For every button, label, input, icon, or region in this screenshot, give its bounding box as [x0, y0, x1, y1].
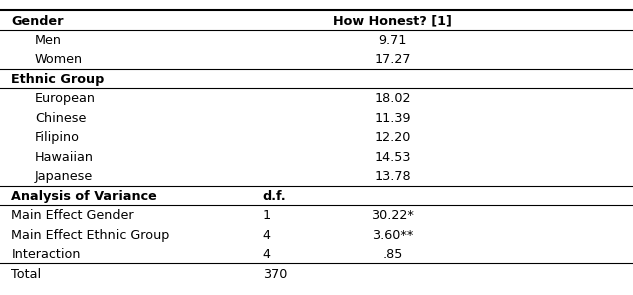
- Text: 1: 1: [263, 209, 271, 222]
- Text: Women: Women: [35, 53, 83, 66]
- Text: 13.78: 13.78: [374, 170, 411, 183]
- Text: 3.60**: 3.60**: [372, 229, 413, 242]
- Text: Total: Total: [11, 268, 42, 281]
- Text: Main Effect Gender: Main Effect Gender: [11, 209, 134, 222]
- Text: How Honest? [1]: How Honest? [1]: [333, 14, 452, 27]
- Text: Ethnic Group: Ethnic Group: [11, 73, 105, 86]
- Text: 11.39: 11.39: [374, 112, 411, 125]
- Text: 4: 4: [263, 229, 271, 242]
- Text: Gender: Gender: [11, 14, 64, 27]
- Text: 30.22*: 30.22*: [371, 209, 414, 222]
- Text: Men: Men: [35, 34, 62, 47]
- Text: 18.02: 18.02: [374, 92, 411, 105]
- Text: Japanese: Japanese: [35, 170, 93, 183]
- Text: Filipino: Filipino: [35, 131, 80, 144]
- Text: 370: 370: [263, 268, 287, 281]
- Text: 12.20: 12.20: [374, 131, 411, 144]
- Text: European: European: [35, 92, 96, 105]
- Text: Hawaiian: Hawaiian: [35, 151, 94, 164]
- Text: 17.27: 17.27: [374, 53, 411, 66]
- Text: Analysis of Variance: Analysis of Variance: [11, 190, 157, 203]
- Text: .85: .85: [382, 248, 403, 261]
- Text: Interaction: Interaction: [11, 248, 81, 261]
- Text: 9.71: 9.71: [379, 34, 406, 47]
- Text: Chinese: Chinese: [35, 112, 86, 125]
- Text: Main Effect Ethnic Group: Main Effect Ethnic Group: [11, 229, 170, 242]
- Text: d.f.: d.f.: [263, 190, 286, 203]
- Text: 14.53: 14.53: [374, 151, 411, 164]
- Text: 4: 4: [263, 248, 271, 261]
